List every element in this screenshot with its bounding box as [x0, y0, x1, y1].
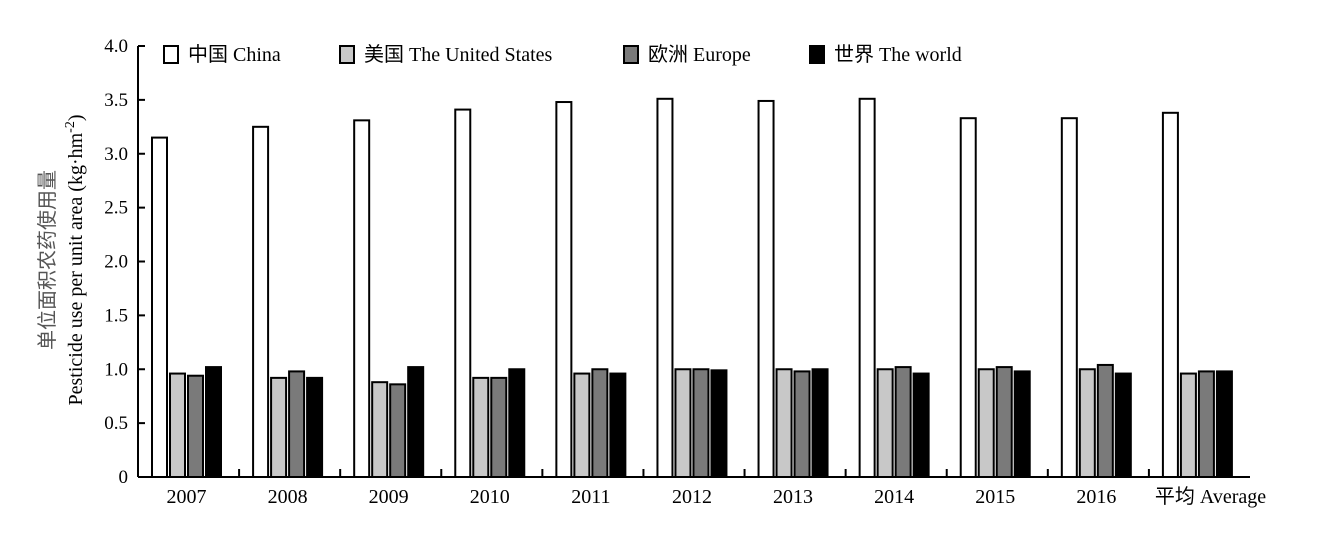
legend-label: 美国 The United States — [364, 43, 553, 66]
bar-2 — [876, 368, 894, 478]
bar-3 — [995, 366, 1013, 478]
legend-swatch — [339, 45, 355, 64]
x-tick-label: 2007 — [167, 486, 207, 508]
bar-2 — [1179, 372, 1197, 478]
bar-3 — [288, 370, 306, 478]
bar-2 — [573, 372, 591, 478]
y-axis-label-superscript: -2 — [63, 121, 78, 133]
bar-4 — [407, 366, 425, 478]
y-tick-label: 2.5 — [104, 198, 128, 219]
x-tick-label: 2016 — [1076, 486, 1116, 508]
bar-2 — [977, 368, 995, 478]
bar-2 — [169, 372, 186, 478]
bar-1 — [555, 101, 573, 478]
bar-1 — [353, 119, 371, 478]
x-tick-label: 2012 — [672, 486, 712, 508]
bar-1 — [656, 97, 674, 479]
bar-4 — [306, 376, 324, 478]
x-tick-label: 2009 — [369, 486, 409, 508]
bar-1 — [959, 117, 977, 478]
bar-3 — [1096, 363, 1114, 478]
bar-1 — [1060, 117, 1078, 478]
bar-3 — [894, 366, 912, 478]
x-tick-label: 2015 — [975, 486, 1015, 508]
bar-4 — [811, 368, 829, 478]
x-tick-label: 2008 — [268, 486, 308, 508]
bar-2 — [674, 368, 692, 478]
legend-label: 中国 China — [188, 43, 281, 66]
bar-1 — [454, 108, 472, 478]
bar-3 — [591, 368, 609, 478]
bar-2 — [371, 381, 389, 478]
bar-3 — [187, 374, 204, 478]
legend-label: 世界 The world — [834, 43, 962, 66]
legend-swatch — [163, 45, 179, 64]
bar-1 — [858, 97, 876, 479]
legend-label: 欧洲 Europe — [648, 43, 751, 66]
y-axis-label-chinese: 单位面积农药使用量 — [36, 170, 59, 350]
bar-4 — [912, 372, 930, 478]
bar-4 — [205, 366, 222, 478]
bar-1 — [757, 99, 775, 478]
bar-2 — [775, 368, 793, 478]
bar-1 — [252, 125, 270, 478]
x-ticks: 2007 2008 2009 2010 2011 2012 2013 2014 2015 2016… — [167, 469, 1266, 508]
x-tick-label: 2010 — [470, 486, 510, 508]
y-tick-label: 3.0 — [104, 144, 128, 165]
bar-4 — [1013, 370, 1031, 478]
y-axis-label: 单位面积农药使用量 Pesticide use per unit area (k… — [36, 114, 87, 405]
bar-3 — [490, 376, 508, 478]
bar-3 — [793, 370, 811, 478]
y-tick-label: 0 — [119, 467, 129, 488]
bar-2 — [270, 376, 288, 478]
bar-3 — [389, 383, 407, 478]
y-tick-label: 4.0 — [104, 36, 128, 57]
bar-4 — [508, 368, 526, 478]
bar-3 — [1197, 370, 1215, 478]
bar-2 — [472, 376, 490, 478]
legend-swatch — [623, 45, 639, 64]
y-ticks: 0 0.5 1.0 1.5 2.0 2.5 3.0 3.5 4.0 — [104, 36, 145, 488]
x-tick-label: 2013 — [773, 486, 813, 508]
bar-2 — [1078, 368, 1096, 478]
y-axis-label-english: Pesticide use per unit area (kg·hm-2) — [63, 114, 87, 405]
bar-1 — [151, 136, 168, 478]
y-tick-label: 1.0 — [104, 359, 128, 380]
y-tick-label: 2.0 — [104, 252, 128, 273]
x-tick-label: 2011 — [571, 486, 610, 508]
bar-4 — [609, 372, 627, 478]
x-tick-label: 2014 — [874, 486, 914, 508]
y-tick-label: 3.5 — [104, 90, 128, 111]
legend: 中国 China 美国 The United States 欧洲 Europe 世界 … — [163, 43, 962, 66]
bar-3 — [692, 368, 710, 478]
bar-4 — [1114, 372, 1132, 478]
y-axis-label-main: Pesticide use per unit area (kg·hm — [65, 132, 87, 405]
bars — [151, 97, 1233, 479]
y-tick-label: 0.5 — [104, 413, 128, 434]
x-tick-label: 平均 Average — [1155, 485, 1266, 508]
legend-swatch — [809, 45, 825, 64]
y-axis-label-close: ) — [65, 114, 87, 121]
bar-4 — [710, 369, 728, 479]
y-tick-label: 1.5 — [104, 305, 128, 326]
bar-1 — [1161, 111, 1179, 479]
bar-4 — [1215, 370, 1233, 478]
